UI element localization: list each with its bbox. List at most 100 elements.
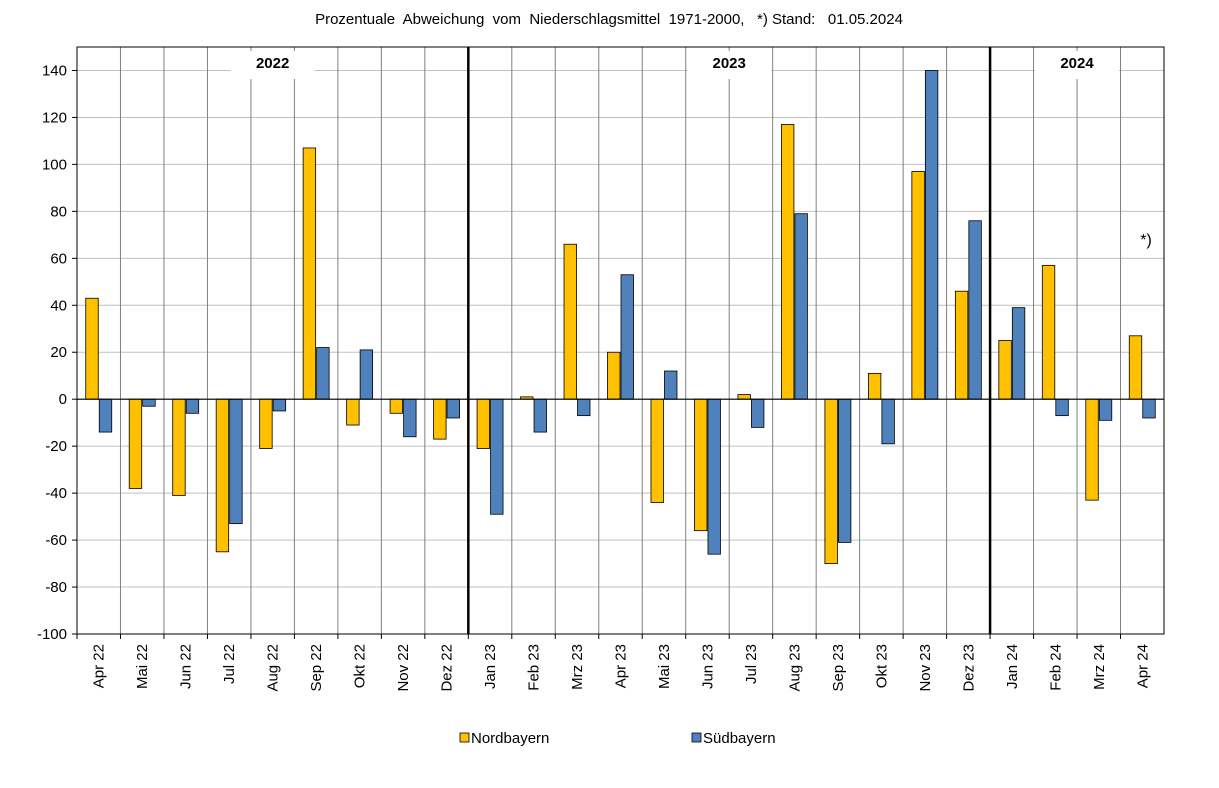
bar [824, 398, 838, 564]
year-label: 2024 [1060, 55, 1094, 72]
bar [620, 274, 634, 400]
bar [881, 398, 895, 445]
year-label: 2023 [713, 55, 746, 72]
x-category-label: Feb 24 [1047, 644, 1064, 691]
x-category-label: Jun 22 [178, 644, 195, 689]
bar [650, 398, 664, 503]
bar [968, 220, 982, 400]
bar [664, 370, 678, 400]
bar [954, 290, 969, 400]
y-tick-label: 100 [42, 156, 67, 173]
x-category-label: Jan 24 [1004, 644, 1021, 689]
bar [794, 213, 808, 400]
year-label: 2022 [256, 55, 289, 72]
bar [433, 398, 447, 440]
y-tick-label: -80 [45, 579, 67, 596]
x-category-label: Feb 23 [526, 644, 543, 691]
x-category-label: Mrz 24 [1091, 644, 1108, 690]
bar [737, 394, 751, 400]
bar [924, 70, 939, 400]
chart-title: Prozentuale Abweichung vom Niederschlags… [315, 11, 903, 28]
bar [1098, 398, 1113, 421]
bar [490, 398, 504, 515]
bar [85, 297, 99, 400]
x-category-label: Apr 24 [1134, 644, 1151, 688]
bar [142, 398, 156, 407]
y-tick-label: -60 [45, 532, 67, 549]
bar [185, 398, 200, 414]
x-category-label: Aug 22 [265, 644, 282, 692]
x-category-label: Apr 23 [613, 644, 630, 688]
bar [359, 349, 374, 400]
bar [838, 398, 852, 543]
bar [911, 171, 925, 400]
bar [1128, 335, 1143, 400]
bar [1085, 398, 1099, 501]
x-category-label: Dez 22 [439, 644, 456, 692]
x-category-label: Jul 23 [743, 644, 760, 684]
x-category-label: Okt 22 [352, 644, 369, 688]
x-category-label: Jul 22 [221, 644, 238, 684]
x-category-label: Mai 22 [134, 644, 151, 689]
legend-swatch [691, 732, 702, 743]
y-tick-label: 140 [42, 62, 67, 79]
bar [476, 398, 490, 449]
bar [563, 243, 577, 400]
year-label-box [1035, 51, 1120, 79]
axes-layer [72, 46, 1165, 639]
x-category-label: Nov 23 [917, 644, 934, 692]
y-tick-label: 0 [59, 391, 67, 408]
bar [867, 372, 882, 400]
bar [215, 398, 230, 553]
x-category-label: Jun 23 [699, 644, 716, 689]
legend-swatch [459, 732, 470, 743]
bar [577, 398, 591, 417]
x-category-label: Sep 23 [830, 644, 847, 692]
x-category-label: Mai 23 [656, 644, 673, 689]
bar [229, 398, 243, 525]
bar [302, 147, 317, 400]
y-tick-label: 40 [50, 297, 67, 314]
legend: Nordbayern Südbayern [459, 730, 776, 747]
bar [446, 398, 460, 419]
labels-layer: 140 120 100 80 60 40 20 0 -20 -40 -60 -80 -100 2022 20… [37, 51, 1152, 692]
bar [998, 340, 1012, 400]
plot-border [76, 46, 1165, 635]
bar [1011, 307, 1026, 400]
bar [1055, 398, 1069, 417]
legend-label: Südbayern [703, 730, 776, 747]
x-category-label: Dez 23 [960, 644, 977, 692]
legend-label: Nordbayern [471, 730, 549, 747]
stand-annotation: *) [1140, 232, 1152, 249]
bar [403, 398, 417, 438]
x-category-label: Mrz 23 [569, 644, 586, 690]
x-category-label: Aug 23 [786, 644, 803, 692]
y-tick-label: 60 [50, 250, 67, 267]
bar [533, 398, 547, 433]
y-tick-label: -20 [45, 438, 67, 455]
bar [98, 398, 113, 433]
bar [781, 124, 795, 400]
x-category-label: Jan 23 [482, 644, 499, 689]
y-tick-label: -100 [37, 626, 67, 643]
y-tick-label: 20 [50, 344, 67, 361]
x-category-label: Sep 22 [308, 644, 325, 692]
plot-area [77, 47, 1164, 634]
grid-layer [77, 47, 1164, 634]
bar [346, 398, 360, 426]
x-category-label: Apr 22 [91, 644, 108, 688]
bar [272, 398, 287, 412]
bar [389, 398, 404, 414]
year-label-box [230, 51, 315, 79]
bar [1041, 264, 1056, 400]
bar [751, 398, 765, 428]
bar [172, 398, 186, 496]
bar [128, 398, 143, 489]
bar [607, 351, 621, 400]
bar [707, 398, 721, 555]
y-tick-label: 80 [50, 203, 67, 220]
x-category-label: Nov 22 [395, 644, 412, 692]
bar [694, 398, 708, 532]
